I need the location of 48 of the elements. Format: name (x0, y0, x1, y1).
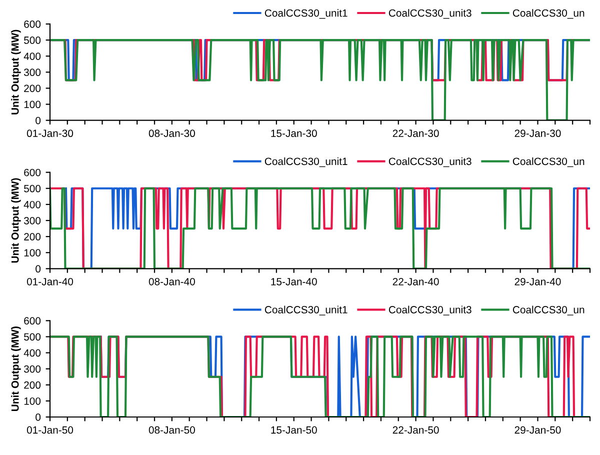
x-tick-label: 29-Jan-50 (514, 426, 561, 434)
y-axis-title: Unit Output (MW) (11, 326, 21, 412)
x-tick-label: 15-Jan-30 (271, 130, 317, 138)
legend-label: CoalCCS30_unit1 (264, 9, 348, 19)
x-tick-label: 01-Jan-30 (26, 130, 74, 138)
legend-label: CoalCCS30_un (512, 157, 584, 168)
x-tick-label: 15-Jan-40 (271, 278, 317, 286)
y-tick-label: 300 (24, 68, 41, 76)
legend-label: CoalCCS30_unit3 (388, 9, 472, 19)
y-tick-label: 0 (36, 414, 41, 421)
y-tick-label: 200 (24, 84, 41, 92)
legend-label: CoalCCS30_un (512, 306, 584, 316)
legend-label: CoalCCS30_unit3 (388, 157, 472, 168)
legend-label: CoalCCS30_unit1 (264, 306, 348, 316)
y-tick-label: 200 (24, 381, 41, 389)
y-tick-label: 500 (24, 184, 41, 192)
y-tick-label: 400 (24, 200, 41, 208)
x-tick-label: 15-Jan-50 (271, 426, 317, 434)
y-axis-title: Unit Output (MW) (11, 30, 21, 114)
y-tick-label: 200 (24, 233, 41, 240)
y-tick-label: 600 (24, 168, 41, 176)
y-tick-label: 300 (24, 217, 41, 224)
x-tick-label: 22-Jan-40 (392, 278, 439, 286)
y-tick-label: 400 (24, 52, 41, 60)
y-tick-label: 500 (24, 36, 41, 44)
legend-label: CoalCCS30_un (512, 9, 584, 19)
x-tick-label: 08-Jan-30 (148, 130, 195, 138)
y-tick-label: 300 (24, 365, 41, 373)
legend-label: CoalCCS30_unit3 (388, 306, 472, 316)
x-tick-label: 29-Jan-40 (514, 278, 561, 286)
x-tick-label: 01-Jan-40 (26, 278, 74, 286)
x-tick-label: 22-Jan-30 (392, 130, 439, 138)
y-tick-label: 100 (24, 249, 41, 256)
x-tick-label: 22-Jan-50 (392, 426, 439, 434)
y-axis-title: Unit Output (MW) (11, 178, 21, 263)
x-tick-label: 08-Jan-50 (148, 426, 195, 434)
x-tick-label: 29-Jan-30 (514, 130, 561, 138)
legend-label: CoalCCS30_unit1 (264, 157, 348, 168)
y-tick-label: 600 (24, 20, 41, 28)
y-tick-label: 500 (24, 333, 41, 341)
y-tick-label: 100 (24, 100, 41, 108)
y-tick-label: 400 (24, 349, 41, 357)
y-tick-label: 100 (24, 397, 41, 405)
x-tick-label: 08-Jan-40 (148, 278, 195, 286)
y-tick-label: 600 (24, 317, 41, 325)
y-tick-label: 0 (36, 265, 41, 273)
x-tick-label: 01-Jan-50 (26, 426, 74, 434)
y-tick-label: 0 (36, 116, 41, 124)
